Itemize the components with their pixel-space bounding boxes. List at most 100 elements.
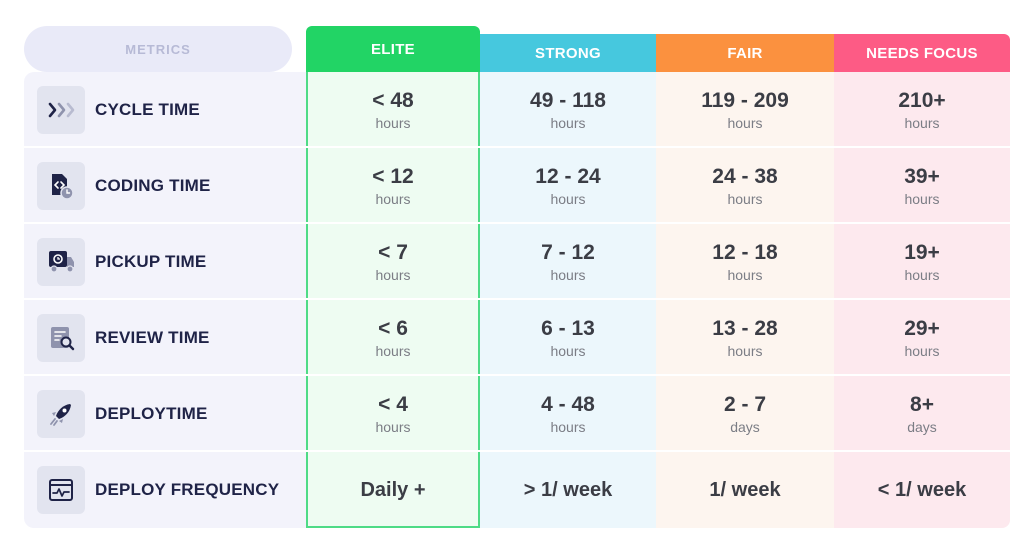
cell-unit: hours xyxy=(727,266,763,283)
header-strong: STRONG xyxy=(480,34,656,72)
fair-column-bg xyxy=(656,72,834,528)
cell-value: 24 - 38 xyxy=(712,164,778,188)
elite-cell: < 12 hours xyxy=(306,148,480,224)
cell-unit: hours xyxy=(375,266,411,283)
cell-unit: hours xyxy=(375,114,411,131)
strong-cell: 12 - 24 hours xyxy=(480,148,656,224)
cell-unit: hours xyxy=(904,190,940,207)
cell-value: 39+ xyxy=(904,164,940,188)
pickup-truck-icon xyxy=(37,238,85,286)
cell-value: < 48 xyxy=(372,88,414,112)
fair-cell: 24 - 38 hours xyxy=(656,148,834,224)
fair-cell: 119 - 209 hours xyxy=(656,72,834,148)
elite-cell: < 7 hours xyxy=(306,224,480,300)
elite-column-bg xyxy=(306,72,480,528)
metrics-benchmark-table: METRICS ELITE STRONG FAIR NEEDS FOCUS CY… xyxy=(24,26,1010,528)
table-row: PICKUP TIME < 7 hours 7 - 12 hours 12 - 18… xyxy=(24,224,1010,300)
cell-unit: hours xyxy=(550,342,586,359)
cell-value: 2 - 7 xyxy=(723,392,767,416)
metric-cell: DEPLOYTIME xyxy=(24,376,306,452)
cell-unit: hours xyxy=(727,342,763,359)
cell-value: 6 - 13 xyxy=(541,316,595,340)
fair-cell: 2 - 7 days xyxy=(656,376,834,452)
strong-cell: 7 - 12 hours xyxy=(480,224,656,300)
cell-unit: hours xyxy=(550,190,586,207)
strong-column-bg xyxy=(480,72,656,528)
strong-cell: 49 - 118 hours xyxy=(480,72,656,148)
table-row: REVIEW TIME < 6 hours 6 - 13 hours 13 - 28… xyxy=(24,300,1010,376)
metric-label: DEPLOY FREQUENCY xyxy=(95,480,280,499)
needs-focus-cell: 19+ hours xyxy=(834,224,1010,300)
cell-value: 119 - 209 xyxy=(701,88,789,112)
cell-value: 12 - 24 xyxy=(535,164,601,188)
strong-cell: 6 - 13 hours xyxy=(480,300,656,376)
needs-focus-cell: 210+ hours xyxy=(834,72,1010,148)
table-row: DEPLOY FREQUENCY Daily + > 1/ week 1/ we… xyxy=(24,452,1010,528)
header-elite: ELITE xyxy=(306,26,480,72)
elite-cell: < 6 hours xyxy=(306,300,480,376)
elite-cell: Daily + xyxy=(306,452,480,528)
document-search-icon xyxy=(37,314,85,362)
rocket-icon xyxy=(37,390,85,438)
cell-unit: hours xyxy=(375,190,411,207)
strong-cell: 4 - 48 hours xyxy=(480,376,656,452)
needs-focus-cell: 39+ hours xyxy=(834,148,1010,224)
cell-unit: days xyxy=(907,418,937,435)
cell-value: 49 - 118 xyxy=(530,88,606,112)
header-needs-focus: NEEDS FOCUS xyxy=(834,34,1010,72)
elite-cell: < 4 hours xyxy=(306,376,480,452)
cell-value: 4 - 48 xyxy=(541,392,595,416)
needs-focus-cell: 29+ hours xyxy=(834,300,1010,376)
strong-cell: > 1/ week xyxy=(480,452,656,528)
cell-unit: hours xyxy=(904,114,940,131)
header-metrics: METRICS xyxy=(24,26,292,72)
header-fair: FAIR xyxy=(656,34,834,72)
code-file-clock-icon xyxy=(37,162,85,210)
metric-cell: PICKUP TIME xyxy=(24,224,306,300)
pulse-window-icon xyxy=(37,466,85,514)
cell-unit: hours xyxy=(904,266,940,283)
metric-column-bg xyxy=(24,72,306,528)
metric-label: CYCLE TIME xyxy=(95,100,200,119)
cell-value: < 4 xyxy=(378,392,408,416)
cell-value: 1/ week xyxy=(709,479,781,501)
cell-unit: hours xyxy=(375,342,411,359)
cell-value: 19+ xyxy=(904,240,940,264)
chevrons-icon xyxy=(37,86,85,134)
table-row: DEPLOYTIME < 4 hours 4 - 48 hours 2 - 7 day… xyxy=(24,376,1010,452)
elite-cell: < 48 hours xyxy=(306,72,480,148)
metric-label: CODING TIME xyxy=(95,176,211,195)
cell-value: < 12 xyxy=(372,164,414,188)
cell-value: 8+ xyxy=(910,392,934,416)
needs-focus-cell: < 1/ week xyxy=(834,452,1010,528)
fair-cell: 13 - 28 hours xyxy=(656,300,834,376)
cell-value: < 7 xyxy=(378,240,408,264)
needs-focus-column-bg xyxy=(834,72,1010,528)
cell-value: > 1/ week xyxy=(523,479,613,501)
fair-cell: 12 - 18 hours xyxy=(656,224,834,300)
table-rows: CYCLE TIME < 48 hours 49 - 118 hours 119 -… xyxy=(24,72,1010,528)
cell-unit: hours xyxy=(727,190,763,207)
cell-value: 210+ xyxy=(898,88,946,112)
cell-value: Daily + xyxy=(360,479,426,501)
cell-unit: hours xyxy=(375,418,411,435)
metric-label: PICKUP TIME xyxy=(95,252,207,271)
metric-label: REVIEW TIME xyxy=(95,328,210,347)
table-row: CODING TIME < 12 hours 12 - 24 hours 24 - … xyxy=(24,148,1010,224)
needs-focus-cell: 8+ days xyxy=(834,376,1010,452)
cell-value: 29+ xyxy=(904,316,940,340)
metric-label: DEPLOYTIME xyxy=(95,404,208,423)
cell-value: < 6 xyxy=(378,316,408,340)
fair-cell: 1/ week xyxy=(656,452,834,528)
metric-cell: DEPLOY FREQUENCY xyxy=(24,452,306,528)
cell-unit: hours xyxy=(550,418,586,435)
metric-cell: CODING TIME xyxy=(24,148,306,224)
cell-unit: hours xyxy=(550,266,586,283)
table-row: CYCLE TIME < 48 hours 49 - 118 hours 119 -… xyxy=(24,72,1010,148)
cell-unit: hours xyxy=(727,114,763,131)
cell-unit: hours xyxy=(550,114,586,131)
metric-cell: CYCLE TIME xyxy=(24,72,306,148)
cell-value: < 1/ week xyxy=(877,479,967,501)
cell-value: 7 - 12 xyxy=(541,240,595,264)
metric-cell: REVIEW TIME xyxy=(24,300,306,376)
